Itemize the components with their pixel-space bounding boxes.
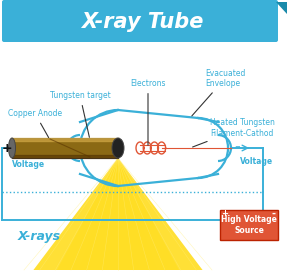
Text: X-rays: X-rays (18, 230, 61, 243)
FancyBboxPatch shape (12, 138, 118, 158)
Polygon shape (99, 158, 137, 270)
FancyBboxPatch shape (220, 210, 278, 240)
Polygon shape (78, 158, 157, 270)
Text: Evacuated
Envelope: Evacuated Envelope (192, 69, 245, 116)
Polygon shape (113, 158, 123, 270)
FancyBboxPatch shape (2, 0, 278, 42)
Ellipse shape (112, 138, 124, 158)
Text: -: - (234, 140, 240, 154)
Text: X-ray Tube: X-ray Tube (81, 12, 203, 32)
Text: Copper Anode: Copper Anode (8, 109, 62, 137)
Ellipse shape (9, 138, 15, 158)
Polygon shape (34, 158, 203, 270)
Text: Heated Tungsten
Filament-Cathod: Heated Tungsten Filament-Cathod (192, 118, 275, 147)
Text: Voltage: Voltage (240, 157, 273, 166)
Text: -: - (271, 209, 275, 219)
Text: Electrons: Electrons (130, 79, 166, 145)
Text: High Voltage
Source: High Voltage Source (221, 215, 277, 235)
Text: +: + (222, 209, 228, 218)
Text: Voltage: Voltage (12, 160, 45, 169)
Polygon shape (276, 2, 287, 14)
Text: Tungsten target: Tungsten target (50, 91, 110, 137)
Polygon shape (57, 158, 179, 270)
Text: +: + (2, 141, 12, 155)
